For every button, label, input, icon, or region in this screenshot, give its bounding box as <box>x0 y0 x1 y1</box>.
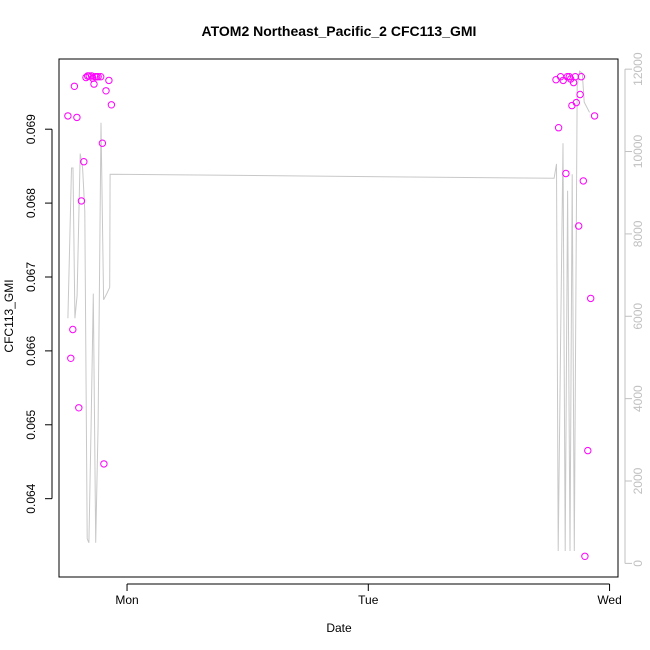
data-point <box>97 73 105 81</box>
x-tick-label: Mon <box>115 593 138 607</box>
data-point <box>77 197 86 205</box>
data-point <box>98 139 107 147</box>
y2-tick-label: 2000 <box>631 467 645 494</box>
altitude-series-line <box>67 70 590 552</box>
y-tick-label: 0.064 <box>24 483 38 513</box>
data-point <box>94 73 102 81</box>
scatter-points-layer <box>64 72 599 560</box>
y2-tick-label: 6000 <box>631 303 645 330</box>
data-point <box>581 552 589 560</box>
altitude-line-layer <box>67 70 590 552</box>
y-axis-label: CFC113_GMI <box>2 279 16 352</box>
data-point <box>107 101 116 109</box>
x-tick-label: Tue <box>358 593 379 607</box>
data-point <box>102 87 110 95</box>
y-tick-label: 0.065 <box>24 409 38 439</box>
y2-tick-label: 8000 <box>631 220 645 247</box>
y-tick-label: 0.067 <box>24 262 38 292</box>
data-point <box>587 294 595 303</box>
data-point <box>90 80 98 88</box>
data-point <box>105 76 113 85</box>
y-axis-left: 0.064 0.065 0.066 0.067 0.068 0.069 <box>24 114 53 514</box>
y-tick-label: 0.066 <box>24 336 38 366</box>
y2-tick-label: 0 <box>631 560 645 567</box>
data-point <box>572 98 580 107</box>
data-point <box>562 169 570 178</box>
y2-tick-label: 4000 <box>631 385 645 412</box>
x-axis-label: Date <box>326 621 352 635</box>
data-point <box>552 76 560 84</box>
x-tick-label: Wed <box>597 593 621 607</box>
data-point <box>69 325 77 334</box>
data-point <box>554 124 563 132</box>
data-point <box>67 354 75 362</box>
plot-frame <box>58 58 619 578</box>
data-point <box>575 222 583 230</box>
data-point <box>559 76 567 85</box>
data-point <box>577 73 585 81</box>
data-point <box>584 446 592 455</box>
y-axis-right: 0 2000 4000 6000 8000 10000 12000 <box>624 52 645 567</box>
y-tick-label: 0.069 <box>24 114 38 144</box>
y2-tick-label: 10000 <box>631 135 645 169</box>
data-point <box>80 158 88 166</box>
chart-title: ATOM2 Northeast_Pacific_2 CFC113_GMI <box>202 23 477 39</box>
data-point <box>70 82 79 91</box>
y2-tick-label: 12000 <box>631 52 645 86</box>
data-point <box>590 112 599 120</box>
data-point <box>64 112 72 120</box>
data-point <box>579 177 587 185</box>
data-point <box>576 90 584 99</box>
x-axis: Mon Tue Wed <box>115 583 622 607</box>
y-tick-label: 0.068 <box>24 188 38 218</box>
data-point <box>100 460 108 468</box>
data-point <box>75 404 83 412</box>
data-point <box>73 113 81 122</box>
